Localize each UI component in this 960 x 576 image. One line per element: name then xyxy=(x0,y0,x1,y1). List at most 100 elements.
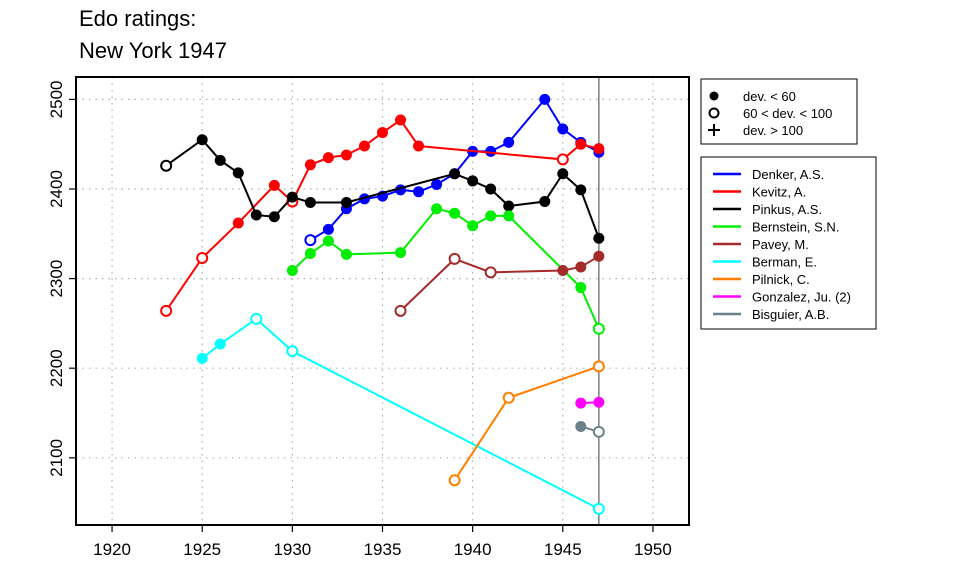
data-point xyxy=(448,252,461,265)
data-point xyxy=(160,304,173,317)
y-tick-label: 2300 xyxy=(47,260,66,298)
data-point xyxy=(413,186,425,198)
data-point xyxy=(557,265,569,277)
data-point xyxy=(214,338,226,350)
data-point xyxy=(575,397,587,409)
y-tick-label: 2200 xyxy=(47,349,66,387)
series-line xyxy=(309,97,600,241)
symbol-legend: dev. < 60 60 < dev. < 100 dev. > 100 xyxy=(700,78,858,145)
plot-frame xyxy=(75,76,690,526)
data-point xyxy=(413,140,425,152)
data-point xyxy=(322,152,334,164)
data-point xyxy=(286,191,298,203)
data-point xyxy=(592,425,605,438)
data-point xyxy=(196,251,209,264)
data-point xyxy=(395,114,407,126)
data-point xyxy=(592,360,605,373)
series-legend-label: Denker, A.S. xyxy=(752,167,824,182)
data-point xyxy=(448,474,461,487)
data-point xyxy=(502,391,515,404)
data-point xyxy=(575,184,587,196)
data-point xyxy=(196,134,208,146)
y-tick-label: 2400 xyxy=(47,170,66,208)
data-point xyxy=(575,420,587,432)
legend-marker-filled xyxy=(709,91,719,101)
series-line xyxy=(201,317,600,510)
data-point xyxy=(250,312,263,325)
data-point xyxy=(304,234,317,247)
x-tick-label: 1940 xyxy=(454,540,492,559)
x-tick-label: 1930 xyxy=(273,540,311,559)
data-point xyxy=(431,203,443,215)
series-bisguier-a-b xyxy=(575,420,605,438)
series-legend-label: Pavey, M. xyxy=(752,237,809,252)
data-point xyxy=(485,183,497,195)
data-point xyxy=(322,235,334,247)
data-point xyxy=(449,207,461,219)
x-tick-label: 1935 xyxy=(364,540,402,559)
data-point xyxy=(593,232,605,244)
x-tick-label: 1920 xyxy=(93,540,131,559)
data-point xyxy=(358,140,370,152)
data-point xyxy=(575,282,587,294)
legend-marker-plus xyxy=(708,124,720,136)
data-point xyxy=(232,217,244,229)
series-legend-label: Berman, E. xyxy=(752,255,817,270)
data-point xyxy=(250,209,262,221)
data-point xyxy=(304,159,316,171)
series-legend-label: Bisguier, A.B. xyxy=(752,307,829,322)
data-point xyxy=(484,266,497,279)
data-point xyxy=(592,322,605,335)
data-point xyxy=(539,196,551,208)
series-layer xyxy=(160,93,605,515)
data-point xyxy=(304,196,316,208)
data-point xyxy=(431,179,443,191)
data-point xyxy=(196,352,208,364)
data-point xyxy=(160,159,173,172)
data-point xyxy=(575,138,587,150)
data-point xyxy=(485,145,497,157)
series-legend-label: Pinkus, A.S. xyxy=(752,202,822,217)
data-point xyxy=(394,304,407,317)
series-legend: Denker, A.S. Kevitz, A. Pinkus, A.S. Bernst… xyxy=(700,156,877,330)
series-bernstein-s-n xyxy=(286,203,605,335)
data-point xyxy=(539,93,551,105)
data-point xyxy=(340,248,352,260)
data-point xyxy=(557,168,569,180)
y-tick-label: 2100 xyxy=(47,439,66,477)
data-point xyxy=(556,153,569,166)
series-legend-label: Gonzalez, Ju. (2) xyxy=(752,290,851,305)
data-point xyxy=(503,210,515,222)
chart-title-line-1: Edo ratings: xyxy=(79,6,197,31)
symbol-legend-label: dev. > 100 xyxy=(743,123,803,138)
series-legend-label: Pilnick, C. xyxy=(752,272,810,287)
data-point xyxy=(593,250,605,262)
data-point xyxy=(503,136,515,148)
data-point xyxy=(322,223,334,235)
data-point xyxy=(593,143,605,155)
data-point xyxy=(286,345,299,358)
data-point xyxy=(232,167,244,179)
data-point xyxy=(449,168,461,180)
series-pavey-m xyxy=(394,250,605,317)
y-tick-label: 2500 xyxy=(47,80,66,118)
symbol-legend-label: 60 < dev. < 100 xyxy=(743,106,832,121)
x-tick-label: 1950 xyxy=(634,540,672,559)
x-tick-label: 1945 xyxy=(544,540,582,559)
data-point xyxy=(214,154,226,166)
data-point xyxy=(593,396,605,408)
series-gonzalez-ju-2 xyxy=(575,396,605,409)
data-point xyxy=(340,196,352,208)
data-point xyxy=(395,247,407,259)
data-point xyxy=(286,265,298,277)
legend-marker-open xyxy=(708,107,720,119)
symbol-legend-label: dev. < 60 xyxy=(743,89,796,104)
data-point xyxy=(485,210,497,222)
chart-title-line-2: New York 1947 xyxy=(79,38,227,63)
data-point xyxy=(268,179,280,191)
data-point xyxy=(377,127,388,139)
series-pilnick-c xyxy=(448,360,605,487)
data-point xyxy=(268,211,280,223)
series-legend-label: Bernstein, S.N. xyxy=(752,220,839,235)
